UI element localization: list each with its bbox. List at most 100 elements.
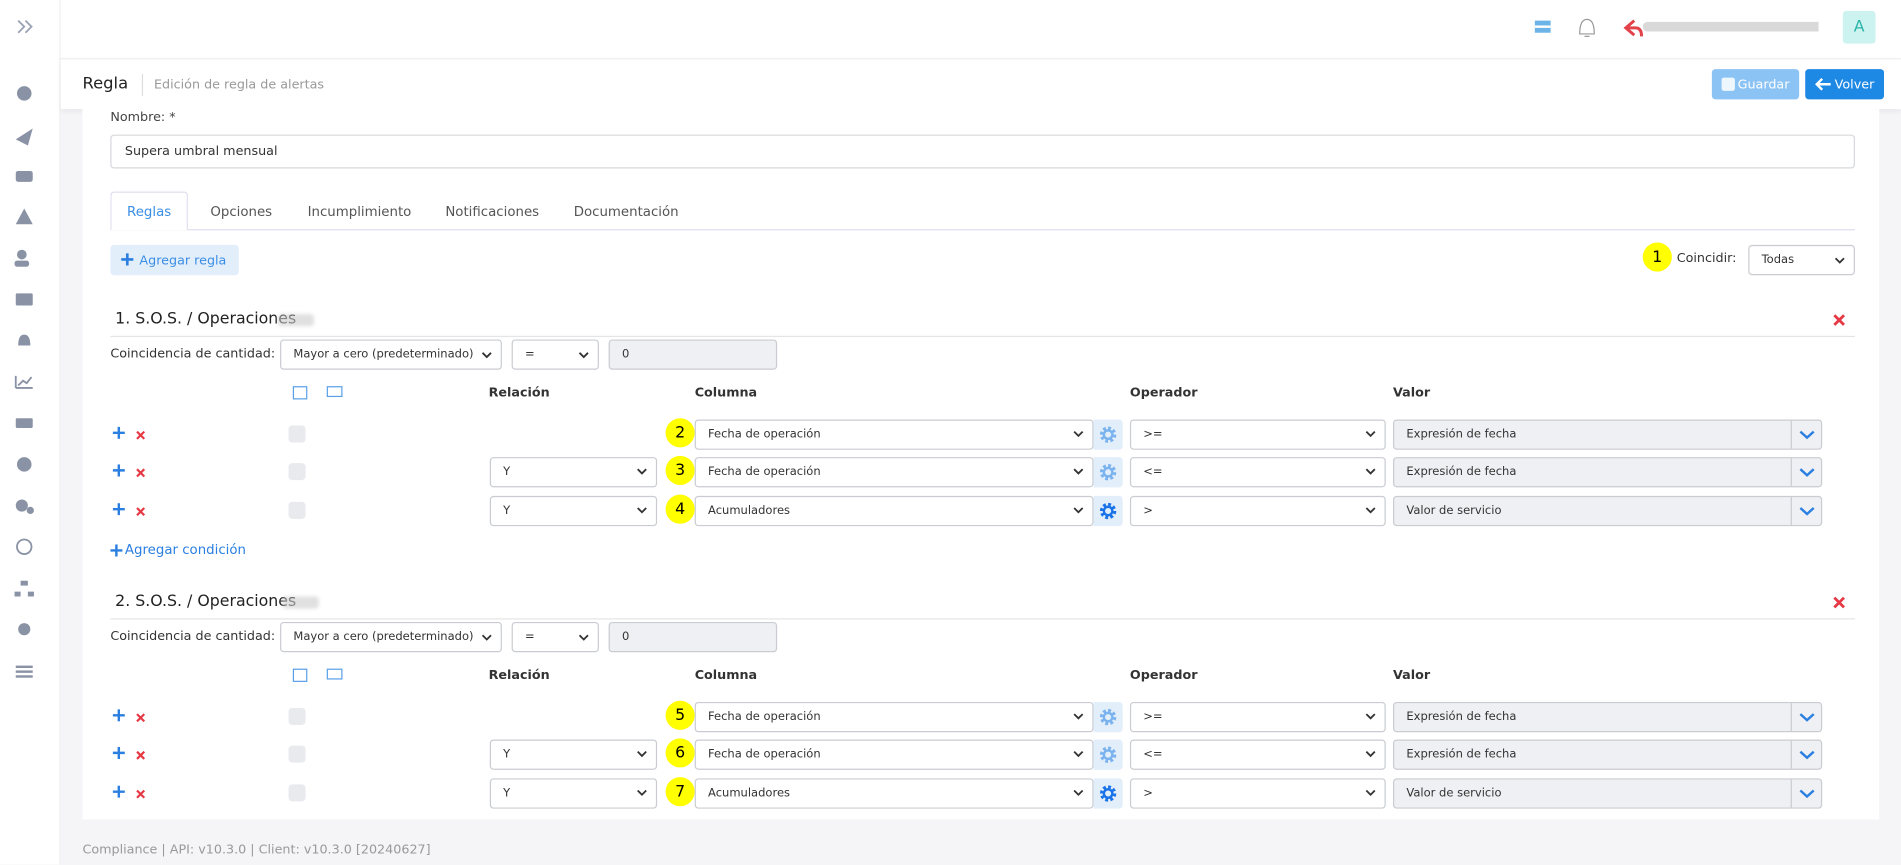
relation-select[interactable]: Y [489,777,658,809]
value-select[interactable]: Valor de servicio [1393,777,1823,809]
match-select[interactable]: Todas [1748,244,1855,276]
relation-select[interactable]: Y [489,456,658,487]
operator-select[interactable]: >= [1129,701,1386,732]
remove-row[interactable] [136,788,146,803]
add-condition[interactable]: Agregar condición [110,542,246,558]
back-button[interactable]: Volver [1805,69,1885,100]
icons [292,668,343,682]
quantity-value[interactable]: 0 [608,621,778,653]
value-dropdown[interactable] [1790,740,1821,769]
value-dropdown[interactable] [1790,496,1821,525]
remove-row[interactable] [136,429,146,444]
tab[interactable]: Opciones [192,192,291,231]
relation-select[interactable]: Y [489,738,658,770]
column-select[interactable]: Acumuladores [694,495,1094,526]
relation-select[interactable]: Y [489,495,658,526]
value-select[interactable]: Expresión de fecha [1393,418,1823,450]
name-input[interactable]: Supera umbral mensual [110,134,1855,169]
column-header: Valor [1393,668,1431,683]
quantity-mode[interactable]: Mayor a cero (predeterminado) [280,339,502,370]
relation-select-text: Y [503,747,511,761]
row-checkbox[interactable] [288,501,306,519]
value-dropdown[interactable] [1790,702,1821,731]
add-row[interactable] [112,709,125,725]
add-row[interactable] [112,503,125,519]
plus [120,249,135,272]
tab[interactable]: Incumplimiento [291,192,428,231]
x-icon [136,750,146,760]
tab[interactable]: Documentación [556,192,695,231]
value-dropdown[interactable] [1790,778,1821,807]
operator-select[interactable]: > [1129,777,1386,809]
value-select-text: Valor de servicio [1406,786,1502,800]
value-select-text: Valor de servicio [1406,503,1502,518]
relation-select-text: Y [503,786,511,800]
column-settings[interactable] [1093,495,1123,526]
column-settings[interactable] [1093,701,1123,732]
rule-title: 2. S.O.S. / Operaciones [115,592,297,612]
column-select[interactable]: Fecha de operación [694,456,1094,487]
value-dropdown[interactable] [1790,420,1821,448]
row-checkbox[interactable] [288,745,306,763]
remove-row[interactable] [136,712,146,727]
tab[interactable]: Reglas [110,191,188,231]
row-checkbox[interactable] [288,784,306,802]
chevron [1365,713,1376,720]
column-settings[interactable] [1093,418,1123,450]
remove-rule[interactable] [1832,593,1847,615]
add-row[interactable] [112,464,125,480]
user-avatar[interactable]: A [1842,10,1876,44]
blurred [282,596,319,609]
add-row[interactable] [112,746,125,763]
header-icons [291,384,352,405]
quantity-value[interactable]: 0 [608,339,778,370]
plus [110,544,123,560]
quantity-operator[interactable]: = [511,339,599,370]
value-select-text: Expresión de fecha [1406,709,1517,724]
quantity-value-text: 0 [621,630,630,644]
value-select[interactable]: Expresión de fecha [1393,701,1823,732]
step-badge: 3 [665,455,695,485]
operator-select[interactable]: <= [1129,738,1386,770]
value-select[interactable]: Valor de servicio [1393,495,1823,526]
icons [292,386,343,400]
chevron [637,751,647,758]
add-row[interactable] [112,785,125,802]
column-settings[interactable] [1093,777,1123,809]
remove-rule[interactable] [1832,310,1847,332]
value-dropdown[interactable] [1790,457,1821,486]
column-select[interactable]: Fecha de operación [694,738,1094,770]
relation-select-text: Y [503,464,511,479]
quantity-operator-text: = [524,347,535,362]
remove-row[interactable] [136,749,146,764]
add-rule-button[interactable]: Agregar regla [110,244,239,276]
operator-select[interactable]: <= [1129,456,1386,487]
step-badge: 4 [665,494,695,524]
header-icons [291,667,352,688]
sidebar-icons [14,19,34,678]
column-select[interactable]: Fecha de operación [694,701,1094,732]
save-button[interactable]: Guardar [1711,69,1800,100]
value-select[interactable]: Expresión de fecha [1393,738,1823,770]
remove-row[interactable] [136,506,146,521]
column-settings[interactable] [1093,738,1123,770]
column-select-text: Acumuladores [708,503,791,518]
operator-select[interactable]: > [1129,495,1386,526]
add-rule-label: Agregar regla [139,252,227,268]
add-row[interactable] [112,426,125,443]
row-checkbox[interactable] [288,708,306,725]
remove-row[interactable] [136,467,146,482]
operator-select[interactable]: >= [1129,418,1386,450]
column-select[interactable]: Acumuladores [694,777,1094,809]
name-value: Supera umbral mensual [124,144,278,159]
chevron [1799,467,1815,477]
row-checkbox[interactable] [288,463,306,481]
row-checkbox[interactable] [288,425,306,443]
value-select[interactable]: Expresión de fecha [1393,456,1823,487]
tab[interactable]: Notificaciones [428,192,557,231]
quantity-operator[interactable]: = [511,621,599,653]
column-settings[interactable] [1093,456,1123,487]
column-select[interactable]: Fecha de operación [694,418,1094,450]
quantity-mode[interactable]: Mayor a cero (predeterminado) [280,621,502,653]
